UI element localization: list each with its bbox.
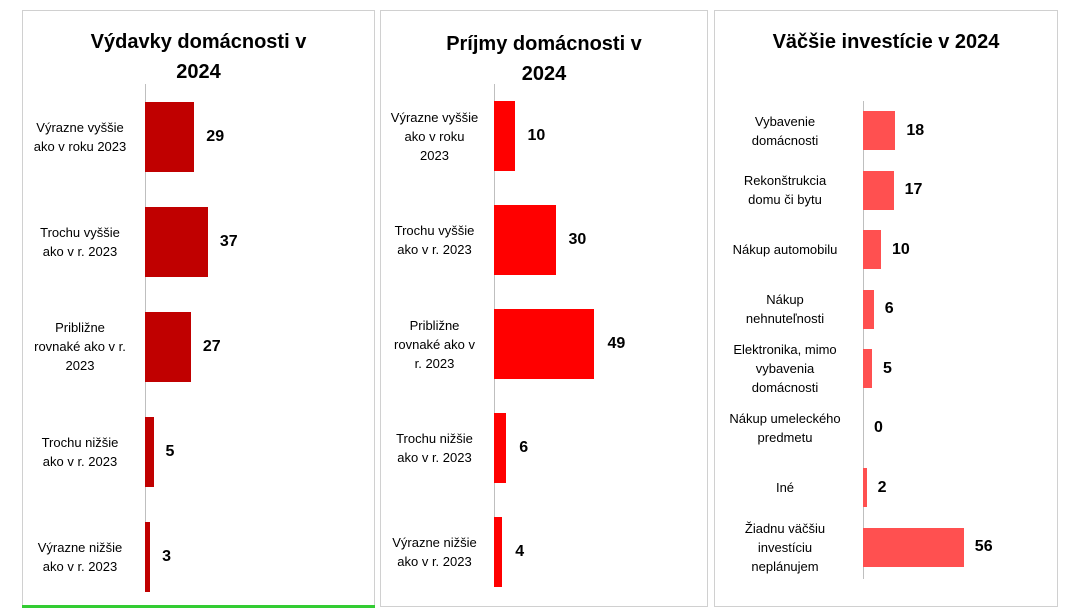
data-label: 56 [974,538,993,556]
bar [145,101,195,172]
bar [145,416,154,487]
bar [145,521,151,592]
data-label: 37 [219,232,238,250]
chart-panel-income: Príjmy domácnosti v 2024 Výrazne vyššie … [380,10,708,607]
category-label: Výrazne nižšie ako v r. 2023 [37,539,123,574]
bar [145,311,191,382]
chart-title: Väčšie investície v 2024 [772,31,1000,53]
category-label: Výrazne nižšie ako v r. 2023 [392,535,477,569]
chart-panel-expenses: Výdavky domácnosti v 2024 Výrazne vyššie… [22,10,375,607]
bar [145,206,208,277]
data-label: 5 [165,442,175,460]
data-label: 6 [884,300,894,318]
data-label: 10 [527,127,546,144]
category-label: Trochu vyššie ako v r. 2023 [394,223,475,257]
data-label: 6 [519,439,529,456]
category-label: Výrazne vyššie ako v roku 2023 [390,109,479,163]
bar [863,289,874,329]
bar [863,468,867,508]
bar [494,309,595,379]
data-label: 2 [877,478,887,496]
bar [494,413,507,483]
data-label: 30 [568,231,587,248]
category-label: Nákup umeleckého predmetu [729,411,841,446]
category-label: Nákup automobilu [732,242,838,258]
selection-edge [22,605,375,608]
category-label: Elektronika, mimo vybavenia domácnosti [733,342,837,396]
bar [494,517,503,587]
bar [494,205,556,275]
category-label: Približne rovnaké ako v r. 2023 [34,320,126,373]
data-label: 10 [892,240,910,258]
data-label: 0 [874,419,883,437]
chart-title: Výdavky domácnosti v 2024 [90,31,307,83]
bar [494,101,515,171]
data-label: 49 [607,335,626,352]
data-label: 5 [883,359,892,377]
data-label: 4 [515,543,525,560]
category-label: Iné [775,480,795,496]
category-label: Výrazne vyššie ako v roku 2023 [33,119,127,154]
data-label: 3 [162,547,171,565]
bar [863,170,894,210]
data-label: 18 [906,121,925,139]
y-axis-line [863,101,864,579]
category-label: Rekonštrukcia domu či bytu [743,173,827,208]
category-label: Nákup nehnuteľnosti [745,292,825,327]
data-label: 27 [202,337,221,355]
bar [863,230,881,270]
category-label: Približne rovnaké ako v r. 2023 [394,317,475,371]
bar [863,527,964,567]
chart-panel-investments: Väčšie investície v 2024 Vybavenie domác… [714,10,1058,607]
category-label: Trochu nižšie ako v r. 2023 [41,434,119,469]
category-label: Žiadnu väčšiu investíciu neplánujem [744,520,826,574]
category-label: Trochu vyššie ako v r. 2023 [40,224,120,259]
bar [863,349,872,389]
data-label: 17 [904,181,923,199]
data-label: 29 [206,127,225,145]
category-label: Trochu nižšie ako v r. 2023 [396,431,473,465]
category-label: Vybavenie domácnosti [751,113,819,148]
bar [863,111,896,151]
chart-title: Príjmy domácnosti v 2024 [446,33,642,85]
